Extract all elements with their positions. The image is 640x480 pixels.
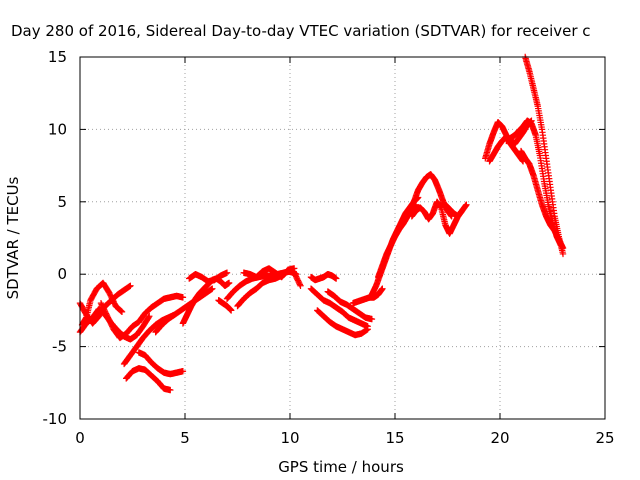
- x-tick-label: 25: [595, 429, 614, 447]
- data-point: [333, 275, 340, 282]
- y-tick-label: 5: [57, 193, 67, 211]
- series-track-r: [324, 288, 376, 323]
- data-point: [225, 279, 233, 287]
- series-track-ab: [517, 147, 567, 252]
- x-tick-label: 0: [75, 429, 85, 447]
- series-track-k: [215, 297, 235, 314]
- data-point: [127, 282, 134, 289]
- data-point: [297, 282, 304, 289]
- series-track-ac: [522, 53, 567, 258]
- data-point: [146, 312, 153, 320]
- series-track-u: [375, 201, 420, 281]
- data-point: [296, 281, 304, 288]
- y-tick-label: 0: [57, 265, 67, 283]
- y-tick-label: 15: [48, 48, 67, 66]
- series-track-n: [240, 265, 298, 281]
- x-tick-label: 15: [385, 429, 404, 447]
- series-track-q: [314, 307, 371, 339]
- data-series: [76, 53, 567, 394]
- series-track-f: [123, 365, 174, 394]
- chart-title: Day 280 of 2016, Sidereal Day-to-day VTE…: [11, 22, 591, 40]
- series-track-s: [349, 285, 386, 307]
- data-point: [291, 265, 298, 272]
- series-track-p: [307, 285, 371, 330]
- grid-lines: [80, 57, 605, 419]
- series-track-o: [307, 271, 340, 284]
- series-track-j: [186, 269, 231, 285]
- data-point: [364, 326, 371, 333]
- data-point: [179, 294, 187, 301]
- series-track-h: [152, 285, 216, 336]
- data-point: [167, 386, 174, 394]
- y-tick-label: -5: [52, 338, 67, 356]
- series-track-g: [135, 349, 187, 378]
- x-axis-label: GPS time / hours: [278, 458, 404, 476]
- y-tick-label: -10: [43, 410, 68, 428]
- series-track-w: [408, 198, 466, 237]
- data-point: [118, 308, 126, 316]
- x-tick-label: 20: [490, 429, 509, 447]
- x-tick-label: 5: [180, 429, 190, 447]
- y-axis-label: SDTVAR / TECUs: [4, 176, 22, 299]
- data-point: [463, 201, 470, 208]
- data-point: [228, 307, 235, 314]
- x-tick-label: 10: [280, 429, 299, 447]
- data-point: [209, 285, 216, 292]
- series-track-x: [442, 201, 470, 220]
- data-point: [559, 250, 567, 258]
- data-point: [179, 368, 187, 375]
- series-track-d: [97, 292, 187, 342]
- data-point: [145, 314, 152, 321]
- y-tick-label: 10: [48, 120, 67, 138]
- data-point: [223, 269, 231, 276]
- plot-frame: [79, 56, 606, 420]
- data-point: [379, 285, 386, 292]
- axis-ticks: 0 5 10 15 20 25 -10 -5 0 5 10 15: [43, 48, 615, 447]
- data-point: [368, 315, 376, 323]
